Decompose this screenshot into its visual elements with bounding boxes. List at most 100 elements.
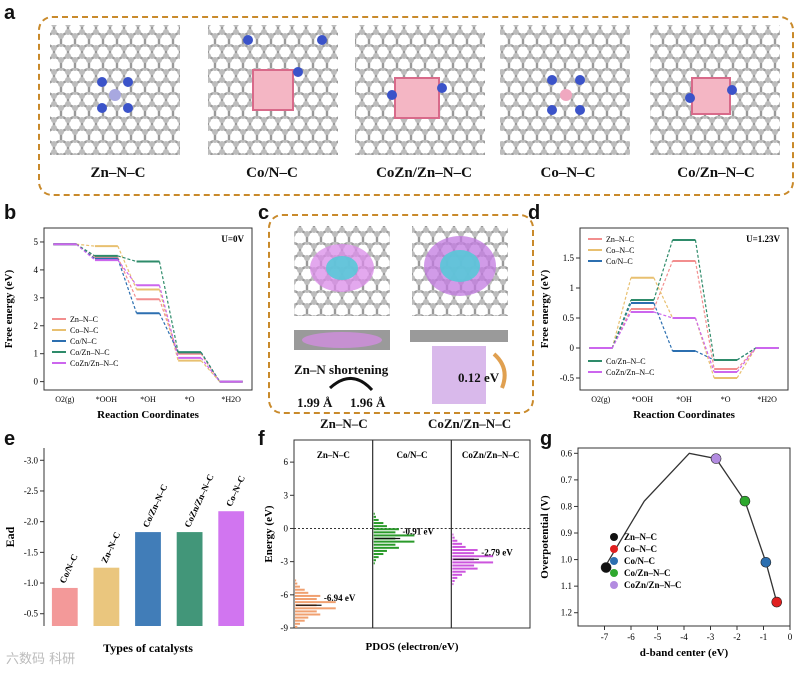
pdos-bar	[373, 543, 396, 546]
y-tick-label: 6	[284, 457, 289, 467]
y-tick-label: 1.0	[561, 555, 573, 565]
energy-connector	[694, 317, 715, 379]
y-tick-label: -2.5	[24, 486, 39, 496]
panel-letter-f: f	[258, 428, 265, 450]
y-axis-label: Overpotential (V)	[539, 495, 551, 579]
energy-connector	[75, 243, 96, 257]
legend-label: Zn–N–C	[624, 532, 657, 542]
d-band-center-label: -0.91 eV	[403, 527, 435, 537]
energy-connector	[653, 260, 674, 310]
pdos-bar	[295, 622, 300, 625]
x-tick-label: O2(g)	[55, 395, 74, 404]
pdos-bar	[373, 553, 384, 556]
y-tick-label: -2.0	[24, 517, 39, 527]
x-tick-label: *OOH	[632, 395, 654, 404]
x-tick-label: *OOH	[96, 395, 118, 404]
energy-connector	[694, 317, 715, 373]
x-axis-label: PDOS (electron/eV)	[366, 641, 459, 653]
legend-label: Co–N–C	[624, 544, 657, 554]
pdos-bar	[452, 561, 494, 564]
chart-title: U=1.23V	[746, 234, 780, 244]
energy-connector	[117, 258, 138, 314]
panel-a-frame	[38, 16, 794, 196]
energy-connector	[75, 243, 96, 261]
legend-label: Co/Zn–N–C	[624, 568, 671, 578]
legend-marker	[610, 557, 618, 565]
panel-letter-g: g	[540, 428, 553, 450]
pdos-bar	[373, 512, 375, 515]
energy-connector	[736, 347, 757, 361]
legend-marker	[610, 569, 618, 577]
x-tick-label: -3	[707, 632, 715, 642]
y-tick-label: 5	[34, 237, 39, 247]
label-cozn-zn-n-c: CoZn/Zn–N–C	[376, 165, 472, 181]
panel-c-left-title: Zn–N–C	[320, 416, 368, 431]
y-tick-label: 0	[34, 377, 39, 387]
data-point	[600, 562, 612, 573]
data-point	[771, 596, 783, 608]
energy-connector	[158, 261, 179, 353]
arrow-shortening	[328, 377, 374, 392]
y-tick-label: 1	[34, 349, 39, 359]
x-tick-label: *H2O	[757, 395, 777, 404]
bar	[135, 532, 161, 626]
pdos-bar	[295, 591, 309, 594]
bar-category-label: Co/N–C	[58, 552, 80, 584]
panel-c-distance-2: 1.96 Å	[350, 395, 386, 410]
pdos-bar	[452, 539, 458, 542]
legend-marker	[610, 581, 618, 589]
bar	[176, 532, 203, 626]
legend-label: Co/Zn–N–C	[70, 348, 110, 357]
legend-label: Co/N–C	[606, 257, 633, 266]
panel-letter-a: a	[4, 2, 16, 24]
pdos-bar	[373, 522, 384, 525]
arrow-energy	[492, 352, 507, 389]
data-point	[739, 495, 751, 507]
pdos-bar	[373, 525, 387, 528]
d-band-center-label: -6.94 eV	[324, 593, 356, 603]
pdos-bar	[452, 552, 475, 555]
y-tick-label: 4	[34, 265, 39, 275]
panel-a-structures	[50, 25, 780, 155]
energy-connector	[611, 311, 632, 349]
pdos-subpanel-title: Co/N–C	[397, 450, 428, 460]
data-point	[710, 453, 722, 464]
y-tick-label: -9	[281, 623, 289, 633]
plot-frame	[577, 447, 791, 627]
energy-connector	[76, 243, 96, 247]
pdos-bar	[373, 531, 396, 534]
x-tick-label: -7	[601, 632, 609, 642]
bar	[218, 511, 245, 626]
y-tick-label: 1.5	[563, 253, 575, 263]
panel-c-right-title: CoZn/Zn–N–C	[428, 416, 512, 431]
y-tick-label: -1.5	[24, 547, 39, 557]
energy-connector	[695, 350, 715, 361]
pdos-bar	[295, 585, 300, 588]
y-tick-label: 1.1	[561, 581, 572, 591]
x-tick-label: -6	[627, 632, 635, 642]
y-tick-label: 0.9	[561, 528, 573, 538]
pdos-bar	[373, 534, 415, 537]
legend-label: Co–N–C	[70, 326, 98, 335]
energy-connector	[158, 285, 179, 359]
x-axis-label: Reaction Coordinates	[97, 409, 199, 421]
pdos-bar	[295, 598, 317, 601]
y-tick-label: 3	[284, 490, 289, 500]
plot-frame	[579, 227, 789, 391]
pdos-bar	[295, 610, 317, 613]
panel-c-energy: 0.12 eV	[458, 370, 500, 385]
energy-connector	[200, 351, 221, 382]
x-tick-label: *OH	[140, 395, 156, 404]
panel-c-charge-density	[294, 226, 508, 404]
pdos-bar	[452, 573, 463, 576]
energy-connector	[653, 311, 673, 319]
watermark: 六数码 科研	[6, 652, 76, 667]
legend-label: CoZn/Zn–N–C	[624, 580, 682, 590]
pdos-subpanel-title: CoZn/Zn–N–C	[462, 450, 520, 460]
structure-co-n-c	[500, 25, 630, 155]
y-tick-label: 3	[34, 293, 39, 303]
panel-c-shortening-label: Zn–N shortening	[294, 362, 389, 377]
energy-connector	[736, 347, 757, 373]
bar-category-label: CoZn/Zn–N–C	[182, 473, 215, 529]
energy-connector	[200, 357, 221, 382]
